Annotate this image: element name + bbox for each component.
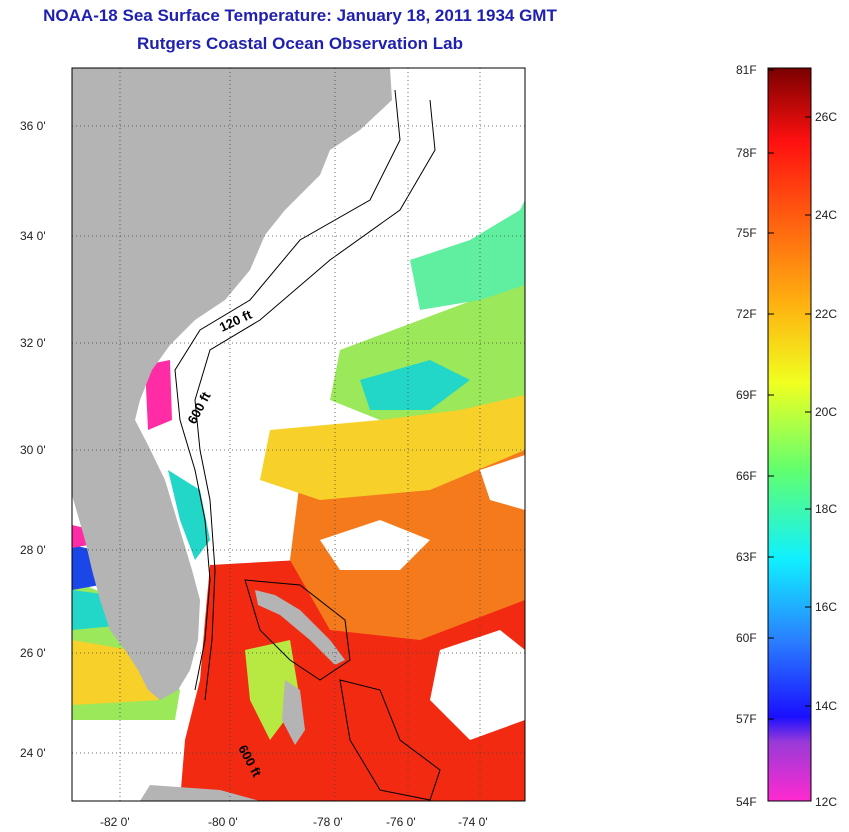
- isobath-120ft: [174, 89, 401, 691]
- colorbar-c-label: 14C: [815, 699, 837, 713]
- temperature-colorbar: 81F 78F 75F 72F 69F 66F 63F 60F 57F 54F …: [736, 63, 837, 809]
- colorbar-f-label: 75F: [736, 226, 757, 240]
- colorbar-c-label: 18C: [815, 502, 837, 516]
- land-bahamas: [255, 590, 345, 665]
- colorbar-c-label: 24C: [815, 208, 837, 222]
- lon-label: -74 0': [458, 815, 488, 829]
- colorbar-f-label: 81F: [736, 63, 757, 77]
- land-bahamas: [282, 680, 305, 745]
- colorbar-f-label: 72F: [736, 307, 757, 321]
- map-subtitle: Rutgers Coastal Ocean Observation Lab: [137, 34, 463, 53]
- colorbar-f-label: 57F: [736, 712, 757, 726]
- colorbar-c-label: 22C: [815, 307, 837, 321]
- lat-label: 34 0': [20, 229, 46, 243]
- cloud-patch: [480, 455, 525, 510]
- map-area: [72, 68, 525, 801]
- colorbar-f-label: 69F: [736, 388, 757, 402]
- colorbar-c-label: 20C: [815, 405, 837, 419]
- sst-cyan-region: [410, 200, 525, 310]
- colorbar-c-label: 12C: [815, 795, 837, 809]
- sst-florida-yellow: [72, 640, 160, 705]
- cloud-patch: [320, 520, 430, 570]
- lat-label: 30 0': [20, 443, 46, 457]
- longitude-labels: -82 0' -80 0' -78 0' -76 0' -74 0': [100, 815, 488, 829]
- isobath-bahamas: [244, 579, 351, 681]
- colorbar-f-label: 54F: [736, 795, 757, 809]
- lon-label: -80 0': [208, 815, 238, 829]
- sst-cyan-patch: [360, 360, 470, 410]
- map-title: NOAA-18 Sea Surface Temperature: January…: [43, 6, 557, 25]
- colorbar-ticks: [768, 69, 811, 802]
- cloud-patch: [430, 630, 525, 740]
- lat-label: 28 0': [20, 543, 46, 557]
- lon-label: -76 0': [386, 815, 416, 829]
- colorbar-f-label: 63F: [736, 550, 757, 564]
- colorbar-c-label: 26C: [815, 110, 837, 124]
- isobath-600ft: [194, 99, 436, 701]
- colorbar-gradient: [767, 67, 812, 802]
- latitude-labels: 36 0' 34 0' 32 0' 30 0' 28 0' 26 0' 24 0…: [20, 119, 46, 760]
- lon-label: -82 0': [100, 815, 130, 829]
- lat-label: 26 0': [20, 646, 46, 660]
- colorbar-c-label: 16C: [815, 600, 837, 614]
- land-us-coast: [72, 68, 392, 700]
- sst-shelf-magenta: [145, 360, 172, 430]
- isobath-bahamas: [339, 679, 441, 801]
- colorbar-f-label: 78F: [736, 146, 757, 160]
- colorbar-f-label: 66F: [736, 469, 757, 483]
- map-border: [71, 67, 526, 802]
- sst-yellow-region: [260, 390, 525, 500]
- lon-label: -78 0': [313, 815, 343, 829]
- lat-label: 32 0': [20, 336, 46, 350]
- colorbar-f-label: 60F: [736, 631, 757, 645]
- lat-label: 24 0': [20, 746, 46, 760]
- lat-label: 36 0': [20, 119, 46, 133]
